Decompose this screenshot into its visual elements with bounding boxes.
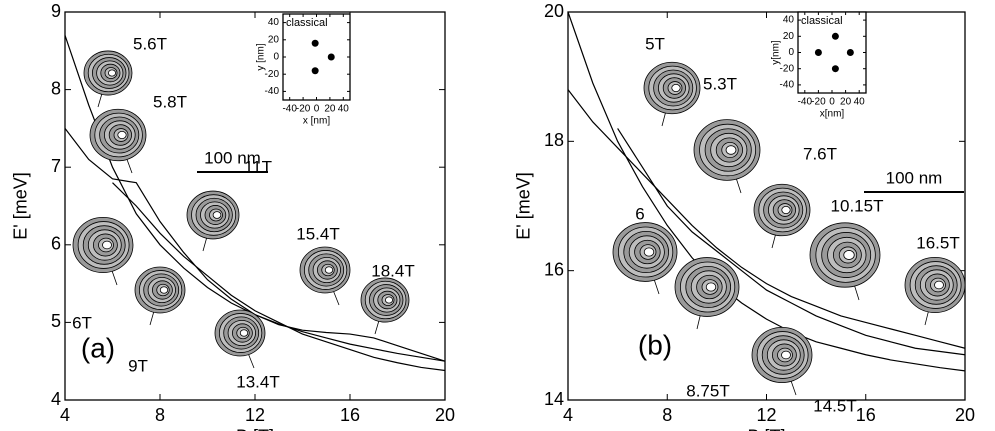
x-tick-label: 12	[756, 405, 776, 425]
y-axis-label: y[nm]	[771, 40, 782, 65]
y-tick-label: 20	[268, 34, 280, 45]
energy-curve	[567, 89, 966, 349]
x-tick-label: 40	[338, 104, 350, 115]
y-axis-label: y [nm]	[256, 43, 267, 70]
y-tick-label: 0	[788, 47, 794, 58]
y-tick-label: 6	[51, 234, 61, 254]
inset-title: classical	[286, 17, 328, 29]
field-label: 7.6T	[803, 144, 837, 163]
classical-position	[311, 39, 319, 47]
x-tick-label: 40	[854, 97, 866, 108]
classical-position	[846, 49, 854, 56]
y-tick-label: 20	[544, 1, 564, 21]
x-tick-label: 4	[563, 405, 573, 425]
classical-position	[814, 49, 822, 56]
field-label: 5.3T	[703, 74, 737, 93]
y-tick-label: 14	[544, 389, 564, 409]
y-tick-label: 5	[51, 311, 61, 331]
y-tick-label: 9	[51, 1, 61, 21]
x-tick-label: 20	[955, 405, 975, 425]
density-core	[781, 205, 791, 215]
inset-title: classical	[801, 15, 843, 27]
y-axis-label: E' [meV]	[11, 172, 31, 239]
x-tick-label: -20	[811, 97, 826, 108]
density-core	[384, 296, 393, 304]
energy-curve	[112, 182, 446, 372]
density-core	[108, 69, 117, 77]
classical-position	[311, 67, 319, 75]
y-tick-label: 40	[783, 15, 795, 26]
x-tick-label: 16	[856, 405, 876, 425]
energy-curve	[617, 128, 966, 356]
x-axis-label: B [T]	[747, 427, 785, 431]
x-axis-label: x [nm]	[303, 116, 330, 127]
x-tick-label: 20	[840, 97, 852, 108]
classical-position	[831, 32, 839, 40]
field-label: 9T	[128, 356, 148, 375]
field-label: 10.15T	[831, 196, 884, 215]
density-core	[705, 282, 717, 292]
y-tick-label: 4	[51, 389, 61, 409]
x-tick-label: 4	[60, 405, 70, 425]
y-tick-label: 40	[268, 17, 280, 28]
density-core	[643, 247, 655, 257]
density-core	[117, 130, 127, 140]
x-tick-label: -40	[282, 104, 297, 115]
density-core	[671, 83, 681, 93]
x-axis-label: x[nm]	[820, 109, 845, 120]
classical-position	[327, 53, 335, 61]
x-tick-label: 12	[245, 405, 265, 425]
field-label: 6	[635, 204, 644, 223]
x-axis-label: B [T]	[236, 427, 274, 431]
y-tick-label: 8	[51, 78, 61, 98]
y-axis-label: E' [meV]	[514, 172, 534, 239]
density-core	[102, 240, 112, 250]
field-label: 5.6T	[133, 34, 167, 53]
field-label: 15.4T	[296, 224, 339, 243]
panel-label: (a)	[81, 332, 115, 363]
density-core	[212, 211, 222, 219]
y-tick-label: -40	[780, 80, 795, 91]
x-tick-label: 0	[314, 104, 320, 115]
field-label: 16.5T	[916, 233, 959, 252]
y-tick-label: -40	[265, 86, 280, 97]
field-label: 14.5T	[813, 396, 856, 415]
density-core	[934, 280, 944, 290]
y-tick-label: 16	[544, 259, 564, 279]
y-tick-label: 0	[273, 52, 279, 63]
x-tick-label: 20	[324, 104, 336, 115]
density-core	[843, 250, 855, 260]
density-core	[324, 266, 334, 274]
x-tick-label: 8	[662, 405, 672, 425]
panel-label: (b)	[638, 329, 672, 360]
scale-bar-label: 100 nm	[204, 148, 261, 167]
x-tick-label: 20	[435, 405, 455, 425]
field-label: 18.4T	[371, 261, 414, 280]
density-core	[781, 350, 791, 360]
x-tick-label: -20	[296, 104, 311, 115]
field-label: 6T	[72, 313, 92, 332]
inset-bg	[798, 12, 866, 93]
field-label: 5.8T	[153, 92, 187, 111]
field-label: 13.4T	[236, 372, 279, 391]
y-tick-label: 7	[51, 156, 61, 176]
field-label: 8.75T	[686, 381, 729, 400]
x-tick-label: 16	[340, 405, 360, 425]
y-tick-label: -20	[265, 69, 280, 80]
scale-bar-label: 100 nm	[886, 168, 943, 187]
density-core	[159, 286, 169, 294]
y-tick-label: 20	[783, 31, 795, 42]
y-tick-label: -20	[780, 63, 795, 74]
density-core	[725, 145, 737, 155]
inset-bg	[283, 14, 350, 100]
x-tick-label: 8	[155, 405, 165, 425]
x-tick-label: 0	[829, 97, 835, 108]
energy-curve	[567, 11, 966, 372]
classical-position	[831, 65, 839, 73]
field-label: 5T	[645, 34, 665, 53]
x-tick-label: -40	[798, 97, 813, 108]
density-core	[239, 329, 249, 337]
y-tick-label: 18	[544, 130, 564, 150]
